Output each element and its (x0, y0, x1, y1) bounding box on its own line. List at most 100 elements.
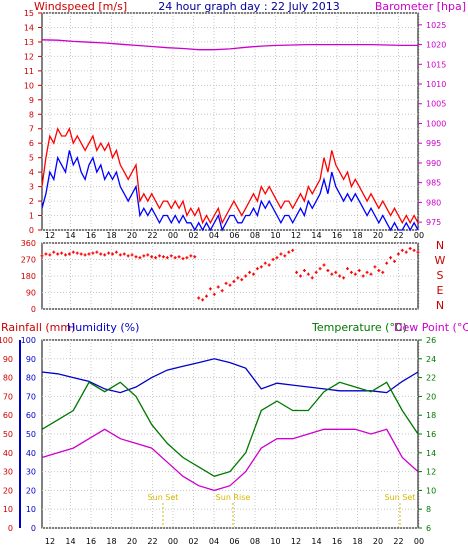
compass-label: N (436, 239, 444, 252)
direction-point (64, 253, 67, 257)
direction-point (134, 255, 138, 259)
direction-point (353, 272, 357, 276)
barometer-tick-label: 1015 (426, 60, 446, 69)
direction-point (130, 253, 134, 257)
rain-tick-label: 70 (3, 392, 13, 401)
temp-series (41, 358, 419, 492)
humidity-tick-label: 20 (26, 486, 36, 495)
x-tick-label: 12 (45, 231, 55, 240)
x-tick-label: 14 (65, 537, 75, 546)
wind-plot-grid (42, 12, 420, 231)
windspeed-tick-label: 3 (29, 183, 34, 192)
rain-tick-label: 0 (8, 524, 13, 533)
x-tick-label: 16 (332, 231, 342, 240)
direction-point (412, 248, 416, 252)
x-tick-label: 04 (209, 537, 219, 546)
windspeed-axis-label: Windspeed [m/s] (34, 0, 127, 13)
compass-label: N (436, 299, 444, 312)
direction-point (169, 254, 173, 258)
direction-point (161, 255, 165, 259)
x-tick-label: 02 (188, 231, 198, 240)
rain-tick-label: 30 (3, 468, 13, 477)
direction-point (255, 267, 259, 271)
windspeed-tick-label: 5 (29, 154, 34, 163)
chart-title: 24 hour graph day : 22 July 2013 (158, 0, 340, 13)
temperature-tick-label: 14 (426, 449, 436, 458)
windspeed-tick-label: 6 (29, 139, 34, 148)
direction-point (83, 253, 87, 257)
direction-point (314, 270, 318, 274)
direction-tick-label: 0 (31, 305, 36, 314)
direction-point (244, 274, 248, 278)
direction-point (306, 272, 310, 276)
rain-tick-label: 50 (3, 430, 13, 439)
direction-point (111, 252, 114, 256)
windspeed-tick-label: 1 (29, 212, 34, 221)
direction-tick-label: 360 (21, 239, 36, 248)
x-tick-label: 22 (147, 231, 157, 240)
barometer-tick-label: 1010 (426, 80, 446, 89)
humidity-tick-label: 90 (26, 355, 36, 364)
direction-point (361, 274, 365, 278)
direction-point (365, 270, 369, 274)
x-tick-label: 14 (65, 231, 75, 240)
direction-point (91, 251, 95, 255)
gust-line (41, 126, 419, 225)
barometer-tick-label: 1025 (426, 21, 446, 30)
direction-point (295, 270, 299, 274)
compass-label: S (437, 269, 444, 282)
direction-point (122, 252, 126, 256)
x-tick-label: 10 (270, 231, 280, 240)
rain-tick-label: 40 (3, 449, 13, 458)
direction-point (404, 250, 408, 254)
windspeed-tick-label: 11 (24, 67, 34, 76)
direction-point (44, 252, 48, 256)
direction-point (56, 252, 60, 256)
windspeed-tick-label: 15 (24, 9, 34, 18)
direction-point (310, 276, 314, 280)
direction-tick-label: 90 (26, 289, 36, 298)
direction-point (212, 292, 216, 296)
rain-tick-label: 60 (3, 411, 13, 420)
direction-point (287, 250, 291, 254)
direction-point (224, 281, 228, 285)
x-tick-label: 18 (106, 537, 116, 546)
direction-point (326, 269, 330, 272)
direction-point (302, 269, 306, 272)
direction-tick-label: 270 (21, 256, 36, 265)
direction-point (79, 252, 83, 256)
temperature-tick-label: 18 (426, 411, 436, 420)
x-tick-label: 20 (127, 231, 137, 240)
rain-tick-label: 90 (3, 355, 13, 364)
direction-point (393, 259, 396, 263)
sun-annotations: Sun Set Sun Rise Sun Set (148, 493, 415, 528)
humidity-line (41, 358, 419, 394)
x-tick-label: 00 (414, 537, 424, 546)
direction-point (357, 269, 361, 272)
direction-point (291, 248, 295, 252)
x-tick-label: 00 (414, 231, 424, 240)
direction-point (87, 252, 91, 256)
direction-point (322, 263, 326, 267)
windspeed-tick-label: 7 (29, 125, 34, 134)
humidity-ticks: 0 10 20 30 40 50 60 70 80 90 100 (21, 336, 36, 533)
direction-point (334, 270, 338, 274)
direction-point (283, 254, 287, 258)
rainfall-axis-label: Rainfall (mm) (1, 321, 75, 334)
direction-point (408, 247, 412, 250)
direction-point (216, 285, 220, 289)
temp-x-ticks: 12 14 16 18 20 22 00 02 04 06 08 10 12 14 16 18 20 22 00 (45, 537, 424, 546)
direction-point (205, 294, 208, 298)
temperature-tick-label: 26 (426, 336, 436, 345)
humidity-tick-label: 70 (26, 392, 36, 401)
rain-ticks: 0 10 20 30 40 50 60 70 80 90 100 (0, 336, 21, 533)
humidity-tick-label: 40 (26, 449, 36, 458)
direction-point (150, 255, 154, 259)
humidity-tick-label: 80 (26, 374, 36, 383)
x-tick-label: 16 (332, 537, 342, 546)
windspeed-tick-label: 0 (29, 226, 34, 235)
direction-point (71, 250, 75, 254)
direction-point (267, 263, 271, 267)
